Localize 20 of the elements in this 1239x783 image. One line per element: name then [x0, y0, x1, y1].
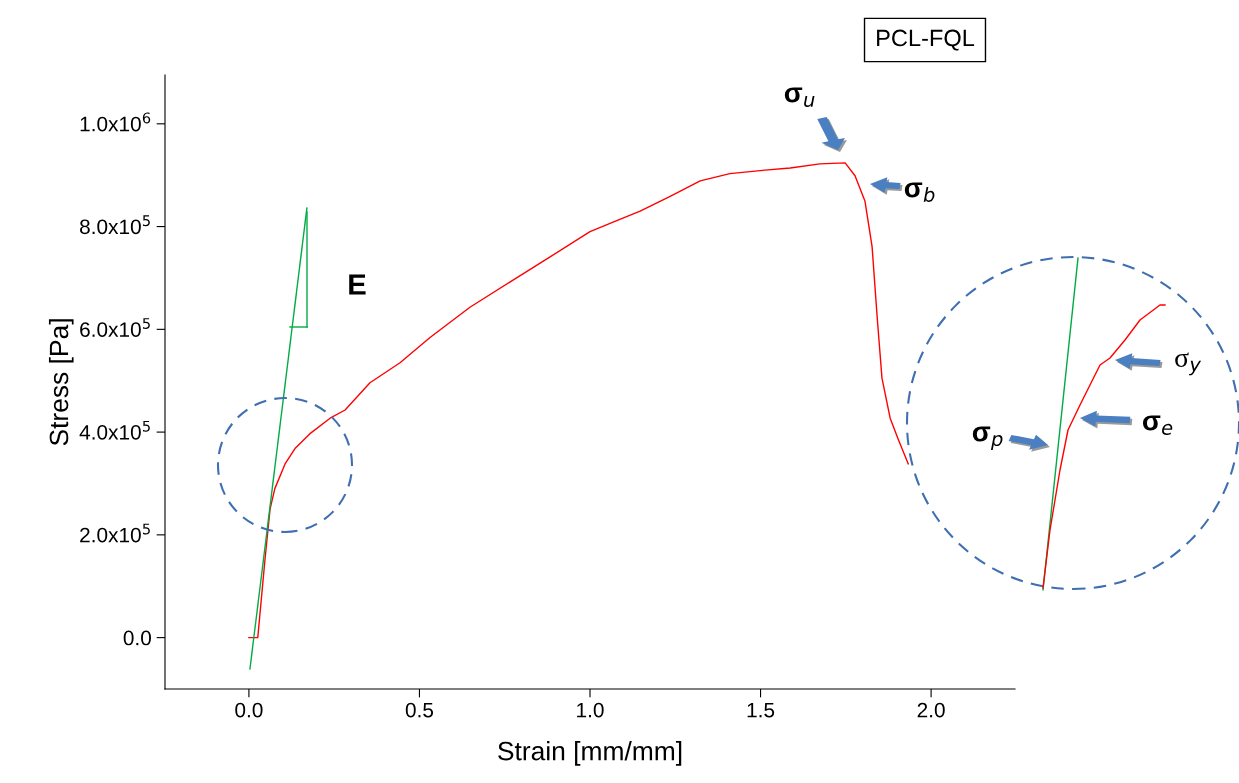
y-tick-label: 1.0x10$^{6}$ — [80, 112, 151, 132]
chart-title: PCL-FQL — [877, 29, 975, 51]
text: σ$_{y}$ — [1175, 352, 1202, 376]
x-axis-title: Strain [mm/mm] — [498, 741, 682, 766]
y-tick-label: 0.0 — [123, 630, 151, 646]
y-axis-title: Stress [Pa] — [48, 319, 74, 446]
x-tick-label: 0.0 — [235, 702, 263, 718]
text: σ$_{e}$ — [1142, 415, 1173, 435]
y-tick-label: 6.0x10$^{5}$ — [80, 318, 150, 337]
x-tick-label: 1.0 — [577, 702, 604, 718]
annotation: E — [349, 274, 366, 295]
x-tick-label: 0.5 — [405, 702, 434, 718]
x-tick-label: 2.0 — [917, 702, 945, 718]
annotation: σ$_{u}$ — [784, 87, 815, 107]
annotation: σ$_{b}$ — [904, 182, 935, 202]
x-tick-label: 1.5 — [747, 702, 775, 718]
annotation: σ$_{p}$ — [972, 426, 1003, 450]
y-tick-label: 2.0x10$^{5}$ — [80, 523, 150, 543]
y-tick-label: 8.0x10$^{5}$ — [80, 215, 150, 235]
y-tick-label: 4.0x10$^{5}$ — [79, 420, 150, 440]
